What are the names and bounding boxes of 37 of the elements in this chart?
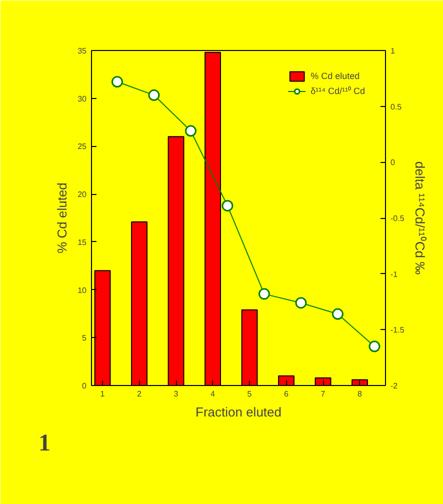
text: 1 [38, 430, 50, 456]
x-tick-label: 6 [284, 390, 290, 398]
y2-tick-label: -1 [390, 270, 398, 279]
point [222, 200, 234, 212]
y-tick-label: 0 [82, 382, 88, 390]
y-tick-label: 25 [78, 142, 88, 152]
y-tick-label: 15 [78, 238, 88, 247]
point [368, 340, 380, 352]
y2-tick-label: -1.5 [390, 326, 405, 335]
x-tick-label: 1 [100, 390, 106, 398]
y2-tick-label: -2 [390, 382, 398, 390]
x-tick-label: 3 [174, 390, 179, 398]
y-tick-label: 5 [82, 334, 88, 343]
x-tick-label: 4 [210, 390, 216, 398]
x-tick-label: 5 [247, 390, 252, 398]
point [332, 308, 344, 320]
y-tick-label: 35 [78, 46, 88, 56]
x-tick-label: 7 [320, 390, 326, 398]
point [111, 76, 123, 88]
y-tick-label: 20 [78, 190, 88, 200]
point [184, 125, 196, 137]
y2-tick-label: 1 [390, 46, 396, 56]
y2-axis-title: delta ¹¹⁴Cd/¹¹⁰Cd ‰ [412, 161, 428, 275]
y-tick-label: 10 [78, 286, 88, 295]
x-tick-label: 8 [358, 390, 363, 398]
point [148, 89, 160, 101]
point [258, 288, 270, 300]
x-tick-label: 2 [137, 390, 142, 398]
y-axis-title: % Cd eluted [54, 182, 70, 254]
y2-tick-label: 0.5 [390, 102, 402, 112]
y2-tick-label: 0 [390, 158, 396, 168]
point [295, 297, 307, 309]
x-axis-title: Fraction eluted [196, 404, 282, 420]
y2-tick-label: -0.5 [390, 214, 405, 223]
legend-label: δ¹¹⁴ Cd/¹¹⁰ Cd [310, 85, 365, 97]
y-tick-label: 30 [78, 94, 88, 104]
legend-label: % Cd eluted [310, 71, 360, 81]
